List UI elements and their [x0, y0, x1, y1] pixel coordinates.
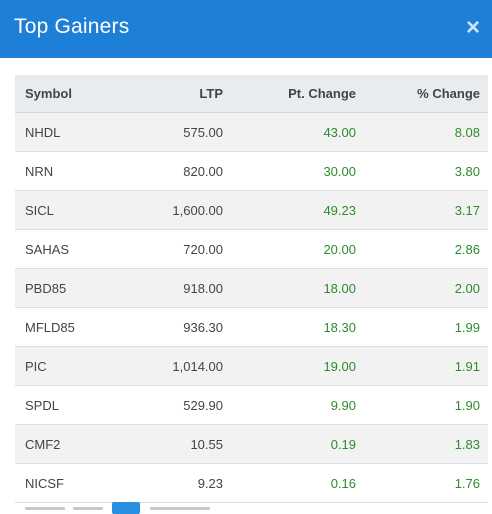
pct-change-cell: 2.86: [356, 229, 488, 269]
pct-change-cell: 3.17: [356, 190, 488, 230]
close-icon[interactable]: ×: [465, 14, 480, 41]
symbol-cell: SICL: [15, 190, 130, 230]
pt-change-cell: 0.19: [223, 424, 356, 464]
pt-change-cell: 43.00: [223, 112, 356, 152]
symbol-cell: NICSF: [15, 463, 130, 503]
symbol-cell: NHDL: [15, 112, 130, 152]
ltp-cell: 10.55: [130, 424, 223, 464]
table-header-row: Symbol LTP Pt. Change % Change: [15, 75, 488, 113]
table-row[interactable]: SAHAS 720.00 20.00 2.86: [15, 229, 488, 269]
ltp-cell: 1,014.00: [130, 346, 223, 386]
pt-change-cell: 9.90: [223, 385, 356, 425]
pagination-first[interactable]: [73, 507, 103, 510]
pt-change-cell: 0.16: [223, 463, 356, 503]
pt-change-cell: 49.23: [223, 190, 356, 230]
pct-change-cell: 8.08: [356, 112, 488, 152]
column-header-symbol[interactable]: Symbol: [15, 75, 130, 113]
symbol-cell: SAHAS: [15, 229, 130, 269]
table-row[interactable]: SPDL 529.90 9.90 1.90: [15, 385, 488, 425]
gainers-table-container: Symbol LTP Pt. Change % Change NHDL 575.0…: [15, 75, 488, 503]
symbol-cell: NRN: [15, 151, 130, 191]
pagination-previous[interactable]: [25, 507, 65, 510]
table-row[interactable]: CMF2 10.55 0.19 1.83: [15, 424, 488, 464]
pct-change-cell: 1.91: [356, 346, 488, 386]
table-row[interactable]: SICL 1,600.00 49.23 3.17: [15, 190, 488, 230]
pagination: [15, 502, 480, 514]
ltp-cell: 918.00: [130, 268, 223, 308]
symbol-cell: CMF2: [15, 424, 130, 464]
ltp-cell: 1,600.00: [130, 190, 223, 230]
ltp-cell: 820.00: [130, 151, 223, 191]
modal-title: Top Gainers: [14, 15, 130, 38]
pagination-next[interactable]: [150, 507, 210, 510]
modal-header: Top Gainers ×: [0, 0, 492, 58]
column-header-ltp[interactable]: LTP: [130, 75, 223, 113]
pt-change-cell: 18.30: [223, 307, 356, 347]
pt-change-cell: 20.00: [223, 229, 356, 269]
table-row[interactable]: PIC 1,014.00 19.00 1.91: [15, 346, 488, 386]
pt-change-cell: 30.00: [223, 151, 356, 191]
table-row[interactable]: MFLD85 936.30 18.30 1.99: [15, 307, 488, 347]
pct-change-cell: 1.76: [356, 463, 488, 503]
ltp-cell: 936.30: [130, 307, 223, 347]
ltp-cell: 529.90: [130, 385, 223, 425]
pt-change-cell: 19.00: [223, 346, 356, 386]
ltp-cell: 9.23: [130, 463, 223, 503]
symbol-cell: PIC: [15, 346, 130, 386]
pagination-current-page[interactable]: [112, 502, 140, 514]
pct-change-cell: 3.80: [356, 151, 488, 191]
symbol-cell: PBD85: [15, 268, 130, 308]
table-row[interactable]: NRN 820.00 30.00 3.80: [15, 151, 488, 191]
pct-change-cell: 1.90: [356, 385, 488, 425]
table-row[interactable]: PBD85 918.00 18.00 2.00: [15, 268, 488, 308]
table-row[interactable]: NICSF 9.23 0.16 1.76: [15, 463, 488, 503]
ltp-cell: 575.00: [130, 112, 223, 152]
table-row[interactable]: NHDL 575.00 43.00 8.08: [15, 112, 488, 152]
ltp-cell: 720.00: [130, 229, 223, 269]
symbol-cell: SPDL: [15, 385, 130, 425]
gainers-table: Symbol LTP Pt. Change % Change NHDL 575.0…: [15, 75, 488, 503]
pct-change-cell: 2.00: [356, 268, 488, 308]
column-header-pct-change[interactable]: % Change: [356, 75, 488, 113]
pct-change-cell: 1.99: [356, 307, 488, 347]
column-header-pt-change[interactable]: Pt. Change: [223, 75, 356, 113]
pt-change-cell: 18.00: [223, 268, 356, 308]
pct-change-cell: 1.83: [356, 424, 488, 464]
symbol-cell: MFLD85: [15, 307, 130, 347]
